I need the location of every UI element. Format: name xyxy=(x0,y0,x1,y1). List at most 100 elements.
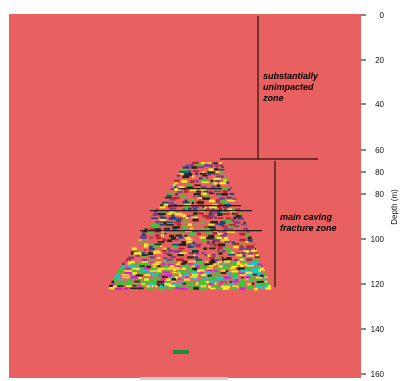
rubble-fragment xyxy=(203,190,209,193)
rubble-fragment xyxy=(178,186,184,189)
rubble-fragment xyxy=(109,284,113,288)
rubble-fragment xyxy=(213,274,218,277)
rubble-fragment xyxy=(197,269,205,272)
rubble-fragment xyxy=(154,228,161,230)
rubble-fragment xyxy=(233,216,237,220)
rubble-fragment xyxy=(208,282,213,286)
rubble-fragment xyxy=(214,268,220,270)
rubble-fragment xyxy=(144,274,151,276)
rubble-fragment xyxy=(239,212,242,216)
rubble-fragment xyxy=(128,265,136,268)
rubble-fragment xyxy=(209,190,212,194)
rubble-fragment xyxy=(251,269,258,272)
rubble-fragment xyxy=(182,208,186,210)
rubble-fragment xyxy=(143,249,147,252)
rubble-fragment xyxy=(210,259,215,261)
rubble-fragment xyxy=(198,199,202,201)
rubble-fragment xyxy=(154,245,159,248)
rubble-fragment xyxy=(177,254,184,257)
rubble-fragment xyxy=(246,258,253,261)
rubble-fragment xyxy=(204,271,211,275)
rubble-fragment xyxy=(237,282,245,285)
rubble-fragment xyxy=(153,250,160,254)
rubble-fragment xyxy=(231,261,237,264)
rubble-fragment xyxy=(265,287,272,290)
rubble-fragment xyxy=(179,274,182,278)
rubble-fragment xyxy=(207,241,210,245)
rubble-fragment xyxy=(213,182,218,185)
rubble-fragment xyxy=(161,238,167,242)
rubble-fragment xyxy=(216,236,222,240)
depth-tick-label: 140 xyxy=(371,325,385,334)
rubble-fragment xyxy=(220,210,225,214)
rubble-fragment xyxy=(192,161,199,165)
rubble-fragment xyxy=(176,258,184,262)
rubble-fragment xyxy=(191,201,194,205)
rubble-fragment xyxy=(165,223,174,226)
rubble-fragment xyxy=(214,269,218,273)
rubble-fragment xyxy=(193,286,199,290)
rubble-fragment xyxy=(152,214,158,216)
rubble-fragment xyxy=(226,270,229,272)
rubble-fragment xyxy=(143,245,148,248)
rubble-fragment xyxy=(164,270,171,273)
rubble-fragment xyxy=(149,236,154,239)
rubble-fragment xyxy=(264,280,268,283)
rubble-fragment xyxy=(254,252,258,254)
rubble-fragment xyxy=(248,252,254,255)
rubble-fragment xyxy=(160,278,166,281)
rubble-fragment xyxy=(200,271,204,274)
rubble-fragment xyxy=(164,232,167,235)
rubble-fragment xyxy=(191,271,198,275)
rubble-fragment xyxy=(207,278,215,281)
rubble-fragment xyxy=(179,252,187,255)
rubble-fragment xyxy=(152,278,159,282)
rubble-fragment xyxy=(141,234,147,237)
rubble-fragment xyxy=(193,193,201,196)
rubble-fragment xyxy=(202,174,208,177)
rubble-fragment xyxy=(201,238,207,242)
rubble-fragment xyxy=(144,228,148,231)
rubble-fragment xyxy=(163,203,169,206)
rubble-fragment xyxy=(159,215,164,218)
rubble-fragment xyxy=(203,284,206,288)
rubble-fragment xyxy=(206,265,209,267)
rubble-fragment xyxy=(263,273,267,277)
rubble-fragment xyxy=(182,225,188,229)
rubble-fragment xyxy=(132,269,137,272)
rubble-fragment xyxy=(149,245,153,249)
rubble-fragment xyxy=(206,236,215,240)
rubble-fragment xyxy=(249,276,256,279)
rubble-fragment xyxy=(217,243,226,247)
rubble-fragment xyxy=(246,265,254,267)
rubble-fragment xyxy=(154,210,157,214)
rubble-fragment xyxy=(208,164,213,168)
rubble-fragment xyxy=(253,258,259,262)
rubble-fragment xyxy=(167,254,173,256)
rubble-fragment xyxy=(149,261,154,263)
rubble-fragment xyxy=(247,273,253,276)
rubble-fragment xyxy=(230,286,237,290)
rubble-fragment xyxy=(218,203,223,206)
rubble-fragment xyxy=(160,204,164,207)
rubble-fragment xyxy=(181,265,189,269)
rubble-fragment xyxy=(138,250,142,254)
rubble-fragment xyxy=(179,171,187,173)
rubble-fragment xyxy=(151,226,158,228)
rubble-fragment xyxy=(211,208,215,211)
rubble-fragment xyxy=(200,265,206,269)
rubble-fragment xyxy=(149,256,155,259)
rubble-fragment xyxy=(187,267,192,271)
rubble-fragment xyxy=(206,267,213,271)
rubble-fragment xyxy=(220,234,226,237)
rubble-fragment xyxy=(167,247,170,251)
rubble-fragment xyxy=(151,276,156,279)
fracture-streak xyxy=(178,188,222,190)
rubble-fragment xyxy=(233,276,239,280)
rubble-fragment xyxy=(195,180,199,183)
rubble-fragment xyxy=(241,251,246,254)
rubble-fragment xyxy=(174,186,177,189)
rubble-fragment xyxy=(210,221,218,224)
rubble-fragment xyxy=(217,232,222,236)
rubble-fragment xyxy=(121,265,126,268)
